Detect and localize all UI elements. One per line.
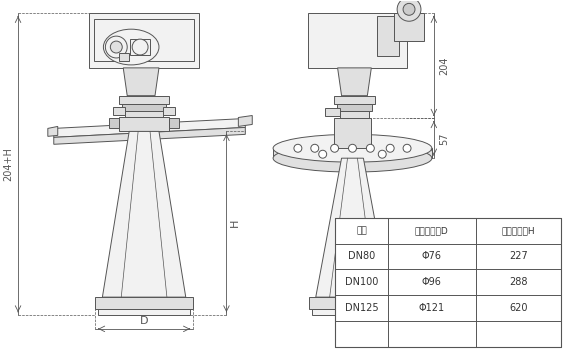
Ellipse shape xyxy=(273,134,432,162)
Bar xyxy=(169,119,179,128)
Bar xyxy=(163,107,175,115)
Bar xyxy=(89,13,199,68)
Circle shape xyxy=(348,144,356,152)
Polygon shape xyxy=(337,68,372,96)
Bar xyxy=(94,19,193,61)
Bar xyxy=(119,53,129,61)
Text: 288: 288 xyxy=(509,277,527,287)
Text: 227: 227 xyxy=(509,252,527,261)
Text: DN100: DN100 xyxy=(345,277,378,287)
Bar xyxy=(119,118,169,131)
Circle shape xyxy=(366,144,374,152)
Text: 喇叭口直径D: 喇叭口直径D xyxy=(415,226,449,235)
Bar xyxy=(130,39,150,55)
Bar xyxy=(96,297,193,309)
Bar xyxy=(113,107,125,115)
Text: DN125: DN125 xyxy=(345,303,378,313)
Text: 620: 620 xyxy=(509,303,527,313)
Bar xyxy=(98,309,189,315)
Text: 204+H: 204+H xyxy=(3,147,13,181)
Polygon shape xyxy=(102,131,185,297)
Bar xyxy=(377,16,399,56)
Text: DN80: DN80 xyxy=(348,252,375,261)
Polygon shape xyxy=(238,115,252,126)
Circle shape xyxy=(110,41,122,53)
Circle shape xyxy=(403,144,411,152)
Polygon shape xyxy=(48,126,57,136)
Bar xyxy=(333,119,372,148)
Bar xyxy=(109,119,119,128)
Polygon shape xyxy=(54,127,245,144)
Circle shape xyxy=(397,0,421,21)
Bar xyxy=(325,108,340,115)
Circle shape xyxy=(311,144,319,152)
Text: Φ121: Φ121 xyxy=(419,303,445,313)
Bar xyxy=(337,104,372,111)
Text: 57: 57 xyxy=(439,132,449,145)
Circle shape xyxy=(403,3,415,15)
Bar xyxy=(309,297,396,309)
Polygon shape xyxy=(123,68,159,96)
Circle shape xyxy=(132,39,148,55)
Text: 204: 204 xyxy=(439,57,449,75)
Text: D: D xyxy=(140,316,149,326)
Circle shape xyxy=(319,150,327,158)
Circle shape xyxy=(105,36,127,58)
Circle shape xyxy=(378,150,386,158)
Text: 喇叭口高度H: 喇叭口高度H xyxy=(501,226,535,235)
Polygon shape xyxy=(54,119,245,137)
Bar xyxy=(333,96,376,104)
Circle shape xyxy=(386,144,394,152)
Bar xyxy=(394,13,424,41)
Bar xyxy=(308,13,407,68)
Polygon shape xyxy=(316,158,389,297)
Bar xyxy=(335,218,561,347)
Bar xyxy=(122,104,166,111)
Text: Φ96: Φ96 xyxy=(422,277,442,287)
Circle shape xyxy=(331,144,339,152)
Text: 法兰: 法兰 xyxy=(356,226,367,235)
Bar xyxy=(312,309,393,315)
Circle shape xyxy=(294,144,302,152)
Bar xyxy=(119,96,169,104)
Text: Φ76: Φ76 xyxy=(422,252,442,261)
Ellipse shape xyxy=(104,29,159,65)
Bar xyxy=(125,111,163,119)
Bar xyxy=(340,111,369,119)
Polygon shape xyxy=(273,148,432,158)
Text: H: H xyxy=(229,219,240,228)
Ellipse shape xyxy=(273,144,432,172)
